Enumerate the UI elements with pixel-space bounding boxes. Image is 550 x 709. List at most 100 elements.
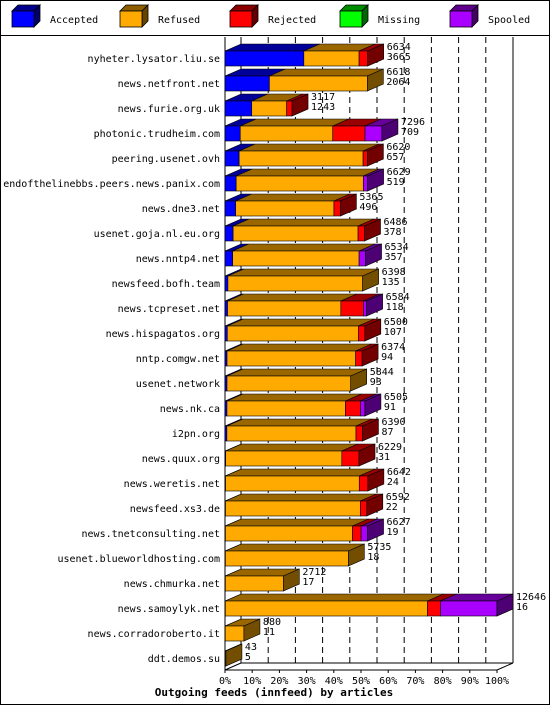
bar-front-face [303,50,360,67]
total-value-label: 6534 [385,242,409,253]
row-label: news.weretis.net [124,479,220,490]
bar-row [224,168,384,192]
legend-item-refused: Refused [119,4,200,28]
bar-front-face [224,300,228,317]
bar-side-face [381,118,399,142]
bar-front-face [355,425,363,442]
row-label: ddt.demos.su [148,654,220,665]
bar-front-face [224,125,241,142]
total-value-label: 880 [263,617,281,628]
row-label: news.hispagatos.org [106,329,220,340]
bar-row [224,343,379,367]
bar-front-face [360,500,368,517]
bar-row [224,443,376,467]
row-label: news.tnetconsulting.net [82,529,220,540]
bar-front-face [224,625,245,642]
bar-side-face [367,518,384,542]
accepted-value-label: 91 [384,402,396,413]
bar-front-face [269,75,368,92]
row-label: nyheter.lysator.liu.se [88,54,220,65]
bar-side-face [367,68,384,92]
bar-front-face [358,325,366,342]
bar-front-face [224,150,240,167]
bar-segment-refused [225,593,444,617]
bar-segment-accepted [224,118,257,142]
total-value-label: 6584 [386,292,410,303]
total-value-label: 6627 [387,517,411,528]
bar-top-face [232,243,376,252]
total-value-label: 6618 [386,67,410,78]
total-value-label: 6398 [382,267,406,278]
bar-segment-refused [224,618,261,642]
bar-row [224,218,381,242]
bar-front-face [224,375,228,392]
bar-front-face [225,525,353,542]
legend: Accepted Refused Rejected Missing Spooled [11,4,530,28]
total-value-label: 6505 [384,392,408,403]
bar-side-face [366,493,384,517]
bar-side-face [348,543,365,567]
bar-front-face [224,75,270,92]
x-tick-label: 30% [298,676,316,687]
row-label: news.corradoroberto.it [88,629,220,640]
bar-row [224,468,385,492]
x-tick-label: 100% [485,676,509,687]
bar-top-face [269,68,384,77]
legend-label: Accepted [50,15,98,26]
bar-front-face [224,225,234,242]
accepted-value-label: 657 [386,152,404,163]
accepted-value-label: 5 [245,652,251,663]
bar-side-face [367,468,385,492]
legend-swatch [119,10,143,28]
bar-front-face [226,425,357,442]
bar-row [224,543,365,567]
accepted-value-label: 135 [382,277,400,288]
bar-row [224,68,384,92]
row-label: endofthelinebbs.peers.news.panix.com [3,179,220,190]
accepted-value-label: 378 [384,227,402,238]
bar-side-face [366,293,383,317]
bar-side-face [496,593,514,617]
bar-top-face [239,143,380,152]
bar-front-face [239,125,334,142]
bar-front-face [362,175,368,192]
bar-top-face [225,518,369,527]
row-label: news.nk.ca [160,404,220,415]
bar-front-face [332,125,366,142]
bar-segment-refused [225,568,300,592]
x-tick-label: 20% [270,676,288,687]
bar-side-face [367,43,384,67]
bar-side-face [364,393,382,417]
bar-side-face [350,368,367,392]
bar-front-face [225,600,428,617]
accepted-value-label: 519 [387,177,405,188]
bar-front-face [224,175,237,192]
total-value-label: 6592 [386,492,410,503]
bar-segment-rejected [341,443,376,467]
bar-front-face [363,300,367,317]
total-value-label: 5735 [367,542,391,553]
accepted-value-label: 94 [381,352,393,363]
bar-top-face [240,118,349,127]
bar-side-face [358,443,376,467]
bar-front-face [238,150,364,167]
legend-item-accepted: Accepted [11,4,98,28]
x-tick-label: 0% [219,676,231,687]
bar-row [224,93,309,117]
bar-row [224,593,514,617]
bar-top-face [236,168,380,177]
bar-segment-refused [232,243,376,267]
accepted-value-label: 16 [516,602,528,613]
accepted-value-label: 93 [370,377,382,388]
row-label: news.chmurka.net [124,579,220,590]
row-label: newsfeed.bofh.team [112,279,220,290]
bar-segment-refused [235,193,351,217]
bar-front-face [355,350,363,367]
bar-top-face [227,293,357,302]
bar-segment-refused [226,343,372,367]
accepted-value-label: 18 [367,552,379,563]
row-label: peering.usenet.ovh [112,154,220,165]
x-axis-depth-right [496,662,514,671]
